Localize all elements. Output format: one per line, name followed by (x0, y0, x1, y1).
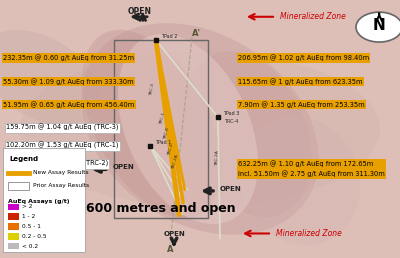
Text: 600 metres and open: 600 metres and open (86, 201, 236, 215)
Text: Mineralized Zone: Mineralized Zone (276, 229, 342, 238)
Text: TRC-2A: TRC-2A (215, 150, 220, 166)
Text: OPEN: OPEN (163, 231, 185, 237)
Ellipse shape (20, 52, 380, 206)
Text: 206.95m @ 1.02 g/t AuEq from 98.40m: 206.95m @ 1.02 g/t AuEq from 98.40m (238, 55, 369, 61)
Text: TRC-2A: TRC-2A (171, 154, 179, 170)
Text: OPEN: OPEN (220, 186, 242, 192)
Bar (8, 204, 19, 210)
Bar (8, 233, 19, 240)
Ellipse shape (118, 34, 258, 224)
Text: 1 - 2: 1 - 2 (22, 214, 36, 219)
Ellipse shape (0, 30, 99, 125)
Text: New Assay Results: New Assay Results (33, 170, 89, 175)
Bar (8, 243, 19, 249)
Text: > 2: > 2 (22, 204, 33, 209)
Text: < 0.2: < 0.2 (22, 244, 38, 249)
Text: TRC-3: TRC-3 (149, 83, 155, 96)
Bar (8, 213, 19, 220)
Ellipse shape (82, 23, 318, 235)
Bar (8, 182, 29, 190)
Bar (114, 40, 208, 218)
Text: N: N (373, 18, 386, 33)
Text: OPEN: OPEN (127, 7, 151, 16)
Ellipse shape (240, 116, 360, 245)
Text: 102.20m @ 1.53 g/t AuEq (TRC-1): 102.20m @ 1.53 g/t AuEq (TRC-1) (6, 142, 118, 149)
Text: 51.95m @ 0.65 g/t AuEq from 456.40m: 51.95m @ 0.65 g/t AuEq from 456.40m (3, 101, 134, 108)
Text: TPad 1: TPad 1 (155, 140, 171, 145)
Ellipse shape (185, 51, 311, 217)
Text: 0.2 - 0.5: 0.2 - 0.5 (22, 234, 47, 239)
Text: TRC-1: TRC-1 (159, 111, 166, 125)
Text: TRC-4: TRC-4 (167, 142, 174, 156)
Text: 55.30m @ 1.09 g/t AuEq from 333.30m: 55.30m @ 1.09 g/t AuEq from 333.30m (3, 78, 134, 85)
Text: OPEN: OPEN (113, 164, 134, 170)
Text: 7.90m @ 1.35 g/t AuEq from 253.35m: 7.90m @ 1.35 g/t AuEq from 253.35m (238, 101, 365, 108)
Text: TPad 2: TPad 2 (161, 34, 177, 39)
Text: 0.5 - 1: 0.5 - 1 (22, 224, 41, 229)
Bar (3, 148, 85, 252)
Text: 232.35m @ 0.60 g/t AuEq from 31.25m: 232.35m @ 0.60 g/t AuEq from 31.25m (3, 55, 134, 61)
Text: AuEq Assays (g/t): AuEq Assays (g/t) (8, 199, 70, 204)
Circle shape (356, 12, 400, 42)
Text: Prior Assay Results: Prior Assay Results (33, 183, 89, 188)
Text: Legend: Legend (9, 156, 38, 162)
Text: Mineralized Zone: Mineralized Zone (280, 12, 346, 21)
Text: 115.65m @ 1 g/t AuEq from 623.35m: 115.65m @ 1 g/t AuEq from 623.35m (238, 78, 362, 85)
Text: TPad 3: TPad 3 (223, 111, 239, 116)
Text: A': A' (192, 29, 200, 38)
Text: TRC-4: TRC-4 (224, 118, 238, 124)
Ellipse shape (82, 30, 222, 218)
Text: 632.25m @ 1.10 g/t AuEq from 172.65m
Incl. 51.50m @ 2.75 g/t AuEq from 311.30m: 632.25m @ 1.10 g/t AuEq from 172.65m Inc… (238, 160, 385, 178)
Text: 159.75m @ 1.04 g/t AuEq (TRC-3): 159.75m @ 1.04 g/t AuEq (TRC-3) (6, 124, 118, 131)
Text: TRC-8: TRC-8 (163, 127, 170, 140)
Text: A: A (167, 245, 173, 254)
Bar (8, 223, 19, 230)
Text: 646m @ 0.81 g/t AuEq (TRC-2): 646m @ 0.81 g/t AuEq (TRC-2) (6, 160, 108, 167)
